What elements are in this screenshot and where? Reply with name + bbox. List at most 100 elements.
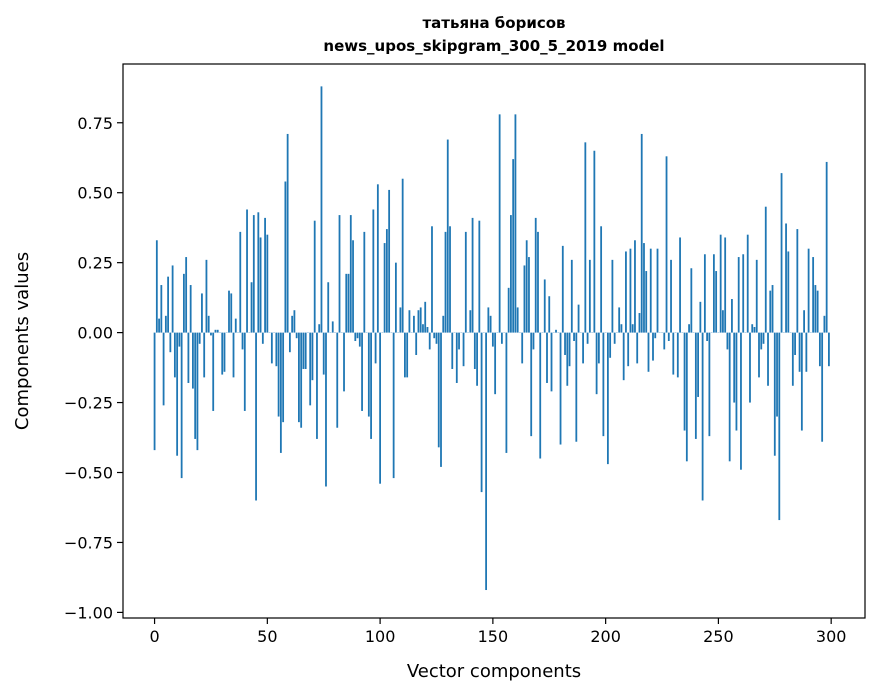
bar-46 — [257, 212, 259, 332]
bar-120 — [424, 302, 426, 333]
bar-4 — [163, 333, 165, 406]
y-tick-label: 0.50 — [77, 184, 113, 203]
bar-195 — [593, 151, 595, 333]
bar-129 — [445, 232, 447, 333]
bar-276 — [776, 333, 778, 417]
bar-170 — [537, 232, 539, 333]
bar-185 — [571, 260, 573, 333]
bar-110 — [402, 179, 404, 333]
bar-188 — [578, 305, 580, 333]
y-tick-label: 0.25 — [77, 254, 113, 273]
bar-6 — [167, 277, 169, 333]
bar-43 — [251, 282, 253, 332]
bar-228 — [668, 333, 670, 341]
bar-245 — [706, 333, 708, 341]
bar-126 — [438, 333, 440, 448]
bar-161 — [517, 307, 519, 332]
bar-52 — [271, 333, 273, 364]
bar-157 — [508, 288, 510, 333]
bar-243 — [702, 333, 704, 501]
bar-167 — [530, 333, 532, 437]
bar-31 — [224, 333, 226, 372]
bar-134 — [456, 333, 458, 383]
x-tick-label: 150 — [478, 627, 509, 646]
bar-168 — [533, 333, 535, 350]
bar-210 — [627, 333, 629, 367]
bar-15 — [188, 333, 190, 383]
bar-90 — [357, 333, 359, 339]
bar-201 — [607, 333, 609, 465]
bar-100 — [379, 333, 381, 484]
bar-103 — [386, 229, 388, 333]
bar-252 — [722, 310, 724, 332]
bar-254 — [727, 333, 729, 350]
bar-47 — [260, 237, 262, 332]
bar-55 — [278, 333, 280, 417]
bar-186 — [573, 333, 575, 341]
bar-11 — [178, 333, 180, 347]
bar-60 — [289, 333, 291, 353]
bar-226 — [663, 333, 665, 350]
bar-151 — [494, 333, 496, 395]
bar-85 — [345, 274, 347, 333]
bar-209 — [625, 251, 627, 332]
bar-287 — [801, 333, 803, 431]
bar-221 — [652, 333, 654, 361]
bar-169 — [535, 218, 537, 333]
bar-263 — [747, 235, 749, 333]
bar-115 — [413, 316, 415, 333]
bar-260 — [740, 333, 742, 470]
bar-149 — [490, 316, 492, 333]
bar-166 — [528, 257, 530, 333]
bar-38 — [239, 232, 241, 333]
x-tick-label: 250 — [703, 627, 734, 646]
bar-89 — [354, 333, 356, 341]
bar-261 — [742, 254, 744, 332]
bar-288 — [803, 310, 805, 332]
bar-273 — [769, 291, 771, 333]
bar-65 — [300, 333, 302, 428]
bar-128 — [442, 316, 444, 333]
bar-132 — [451, 333, 453, 369]
bar-102 — [384, 243, 386, 333]
bar-143 — [476, 333, 478, 386]
bar-63 — [296, 333, 298, 339]
bar-97 — [372, 209, 374, 332]
bar-86 — [348, 274, 350, 333]
bar-203 — [612, 260, 614, 333]
bar-56 — [280, 333, 282, 453]
bar-118 — [420, 307, 422, 332]
bar-227 — [666, 156, 668, 332]
bar-66 — [303, 333, 305, 369]
bar-183 — [566, 333, 568, 386]
bar-36 — [235, 319, 237, 333]
bar-96 — [370, 333, 372, 439]
bar-57 — [282, 333, 284, 423]
bar-248 — [713, 254, 715, 332]
bar-298 — [826, 162, 828, 333]
bar-270 — [763, 333, 765, 344]
bar-147 — [485, 333, 487, 590]
bar-229 — [670, 260, 672, 333]
bar-9 — [174, 333, 176, 378]
bar-297 — [824, 316, 826, 333]
bar-19 — [197, 333, 199, 451]
bar-178 — [555, 330, 557, 333]
bar-122 — [429, 333, 431, 350]
chart-title: татьяна борисов — [422, 14, 565, 32]
bar-72 — [316, 333, 318, 439]
bar-187 — [575, 333, 577, 442]
bar-222 — [654, 333, 656, 339]
bar-88 — [352, 240, 354, 332]
bar-237 — [688, 324, 690, 332]
bar-2 — [158, 319, 160, 333]
bar-220 — [650, 249, 652, 333]
bar-230 — [672, 333, 674, 375]
bar-204 — [614, 333, 616, 344]
bar-213 — [634, 240, 636, 332]
bar-131 — [449, 226, 451, 332]
bar-26 — [212, 333, 214, 411]
bar-292 — [812, 257, 814, 333]
bars-group — [154, 86, 830, 590]
